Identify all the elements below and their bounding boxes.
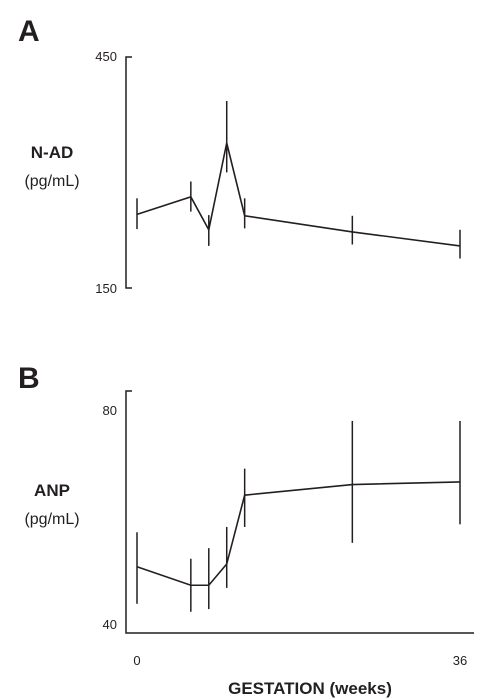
- panel-a-letter: A: [18, 15, 40, 48]
- panel-a-ylabel: N-AD: [31, 143, 74, 162]
- x-tick-0: 0: [133, 653, 140, 668]
- panel-b-series-line: [136, 481, 461, 587]
- panel-b-ytick-top: 80: [103, 403, 117, 418]
- panel-b-yunit: (pg/mL): [24, 511, 79, 528]
- x-axis-label: GESTATION (weeks): [228, 679, 392, 698]
- panel-a-ytick-top: 450: [95, 49, 117, 64]
- panel-a-yunit: (pg/mL): [24, 173, 79, 190]
- panel-b-axes: [125, 390, 474, 634]
- x-tick-36: 36: [453, 653, 467, 668]
- panel-a-y-axis: [125, 56, 132, 289]
- panel-b-ytick-bottom: 40: [103, 617, 117, 632]
- panel-a-marks: [136, 101, 461, 259]
- panel-a-series-line: [136, 142, 461, 247]
- panel-a-ytick-bottom: 150: [95, 281, 117, 296]
- panel-a: A N-AD (pg/mL) 450 150: [18, 15, 461, 296]
- panel-b-marks: [136, 420, 461, 612]
- panel-b-letter: B: [18, 362, 40, 395]
- panel-b-ylabel: ANP: [34, 481, 70, 500]
- panel-b: B ANP (pg/mL) 80 40: [18, 362, 474, 634]
